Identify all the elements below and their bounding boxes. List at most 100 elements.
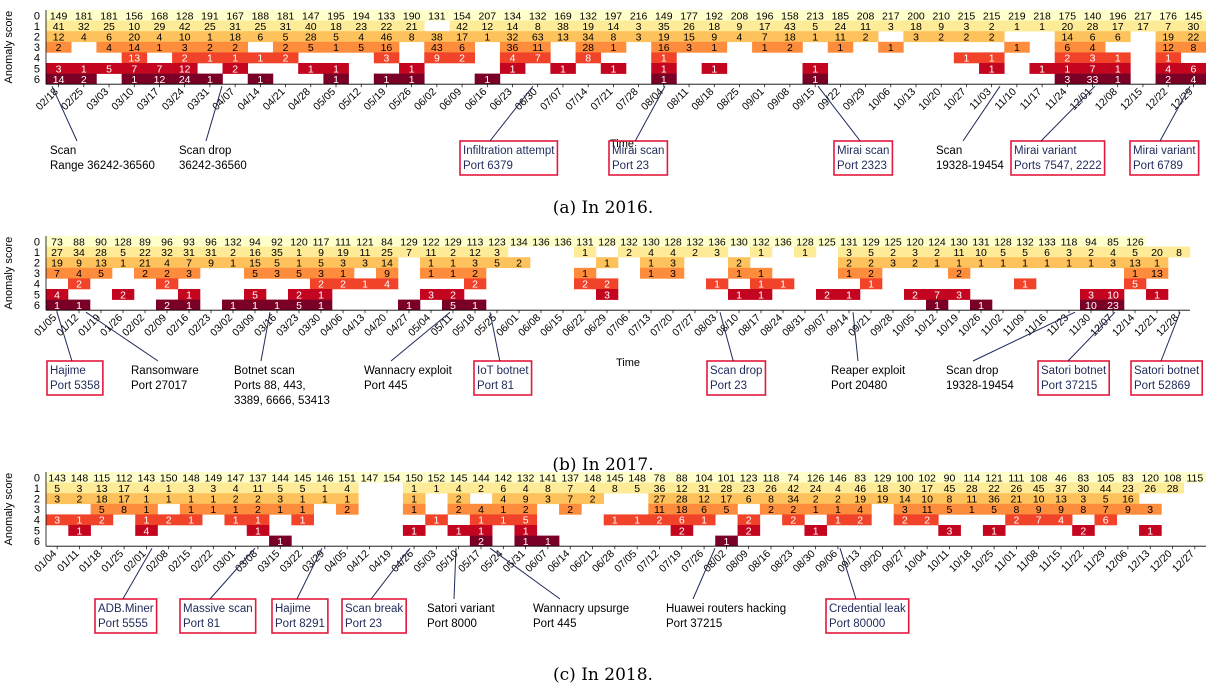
heatmap-cell <box>1130 20 1156 32</box>
cell-value: 36 <box>507 42 519 54</box>
x-tick-label: 10/26 <box>956 312 983 339</box>
cell-value: 121 <box>356 236 374 248</box>
heatmap-cell <box>992 246 1015 258</box>
x-tick-label: 09/22 <box>815 86 842 113</box>
heatmap-cell <box>288 246 311 258</box>
heatmap-cell <box>272 52 299 64</box>
cell-value: 8 <box>1176 247 1182 259</box>
heatmap-cell <box>266 257 289 269</box>
y-tick-label: 4 <box>34 53 40 65</box>
cell-value: 16 <box>249 247 261 259</box>
annotation-detail: Port 8000 <box>427 618 477 630</box>
heatmap-cell <box>288 267 311 279</box>
cell-value: 5 <box>1132 279 1138 291</box>
cell-value: 2 <box>232 42 238 54</box>
heatmap-cell <box>1155 10 1182 21</box>
heatmap-cell <box>1146 289 1169 300</box>
annotation-title: ADB.Miner <box>98 603 154 615</box>
cell-value: 2 <box>164 279 170 291</box>
heatmap-cell <box>398 246 421 258</box>
x-tick-label: 10/12 <box>912 312 939 339</box>
cell-value: 1 <box>610 42 616 54</box>
cell-value: 23 <box>1122 483 1134 495</box>
cell-value: 4 <box>233 483 239 495</box>
heatmap-cell <box>662 257 685 269</box>
cell-value: 2 <box>912 289 918 301</box>
annotation-box <box>1010 140 1106 176</box>
x-tick-label: 06/09 <box>437 86 464 113</box>
cell-value: 141 <box>539 472 557 484</box>
cell-value: 3 <box>912 247 918 259</box>
x-tick-label: 05/19 <box>361 86 388 113</box>
heatmap-cell <box>1105 63 1131 74</box>
cell-value: 128 <box>994 236 1012 248</box>
cell-value: 143 <box>48 472 66 484</box>
cell-value: 15 <box>683 32 695 44</box>
annotation-title: IoT botnet <box>477 365 529 377</box>
cell-value: 131 <box>972 236 990 248</box>
heatmap-cell <box>1146 257 1169 269</box>
cell-value: 1 <box>277 504 283 516</box>
cell-value: 1 <box>723 536 729 548</box>
heatmap-cell <box>46 63 72 74</box>
x-tick-label: 03/17 <box>135 86 162 113</box>
x-tick-label: 09/20 <box>858 548 885 575</box>
x-tick-label: 04/14 <box>235 86 262 113</box>
x-tick-label: 02/08 <box>144 548 171 575</box>
cell-value: 1 <box>701 515 707 527</box>
heatmap-cell <box>112 246 135 258</box>
cell-value: 1 <box>210 504 216 516</box>
x-tick-label: 10/13 <box>891 86 918 113</box>
cell-value: 4 <box>500 494 506 506</box>
heatmap-cell <box>449 10 475 21</box>
cell-value: 2 <box>824 289 830 301</box>
x-tick-label: 09/01 <box>740 86 767 113</box>
heatmap-cell <box>849 493 872 505</box>
annotation-detail: Port 81 <box>183 618 220 630</box>
heatmap-cell <box>492 503 515 515</box>
heatmap-cell <box>979 63 1005 74</box>
heatmap-cell <box>222 63 249 74</box>
cell-value: 3 <box>384 53 390 65</box>
y-tick-label: 6 <box>34 536 40 548</box>
cell-value: 28 <box>95 247 107 259</box>
heatmap-cell <box>916 493 939 505</box>
annotation-pointer <box>839 548 857 600</box>
cell-value: 1 <box>257 74 263 86</box>
cell-value: 1 <box>1115 53 1121 65</box>
cell-value: 1 <box>1115 74 1121 86</box>
heatmap-cell <box>750 246 773 258</box>
cell-value: 4 <box>478 504 484 516</box>
heatmap-cell <box>581 493 604 505</box>
heatmap-cell <box>759 493 783 505</box>
heatmap-cell <box>826 493 850 505</box>
x-tick-label: 07/20 <box>648 312 675 339</box>
heatmap-cell <box>852 10 879 21</box>
annotation-detail: Port 27017 <box>131 380 187 392</box>
annotation-pointer <box>852 312 859 362</box>
heatmap-cell <box>135 514 158 526</box>
heatmap-cell <box>871 482 894 494</box>
cell-value: 1 <box>257 53 263 65</box>
cell-value: 3 <box>472 258 478 270</box>
heatmap-cell <box>1079 10 1106 21</box>
cell-value: 4 <box>106 42 112 54</box>
cell-value: 7 <box>54 268 60 280</box>
heatmap-cell <box>1168 246 1191 258</box>
x-tick-label: 04/21 <box>261 86 288 113</box>
cell-value: 125 <box>884 236 902 248</box>
cell-value: 94 <box>249 236 261 248</box>
cell-value: 1 <box>813 504 819 516</box>
cell-value: 1 <box>758 289 764 301</box>
heatmap-cell <box>928 20 955 32</box>
cell-value: 35 <box>271 247 283 259</box>
x-tick-label: 11/29 <box>1081 548 1108 575</box>
x-tick-label: 03/02 <box>208 312 235 339</box>
cell-value: 5 <box>1022 247 1028 259</box>
heatmap-cell <box>559 503 582 515</box>
heatmap-cell <box>172 31 198 43</box>
heatmap-cell <box>1155 73 1182 85</box>
heatmap-cell <box>752 41 778 53</box>
x-tick-label: 08/10 <box>714 312 741 339</box>
